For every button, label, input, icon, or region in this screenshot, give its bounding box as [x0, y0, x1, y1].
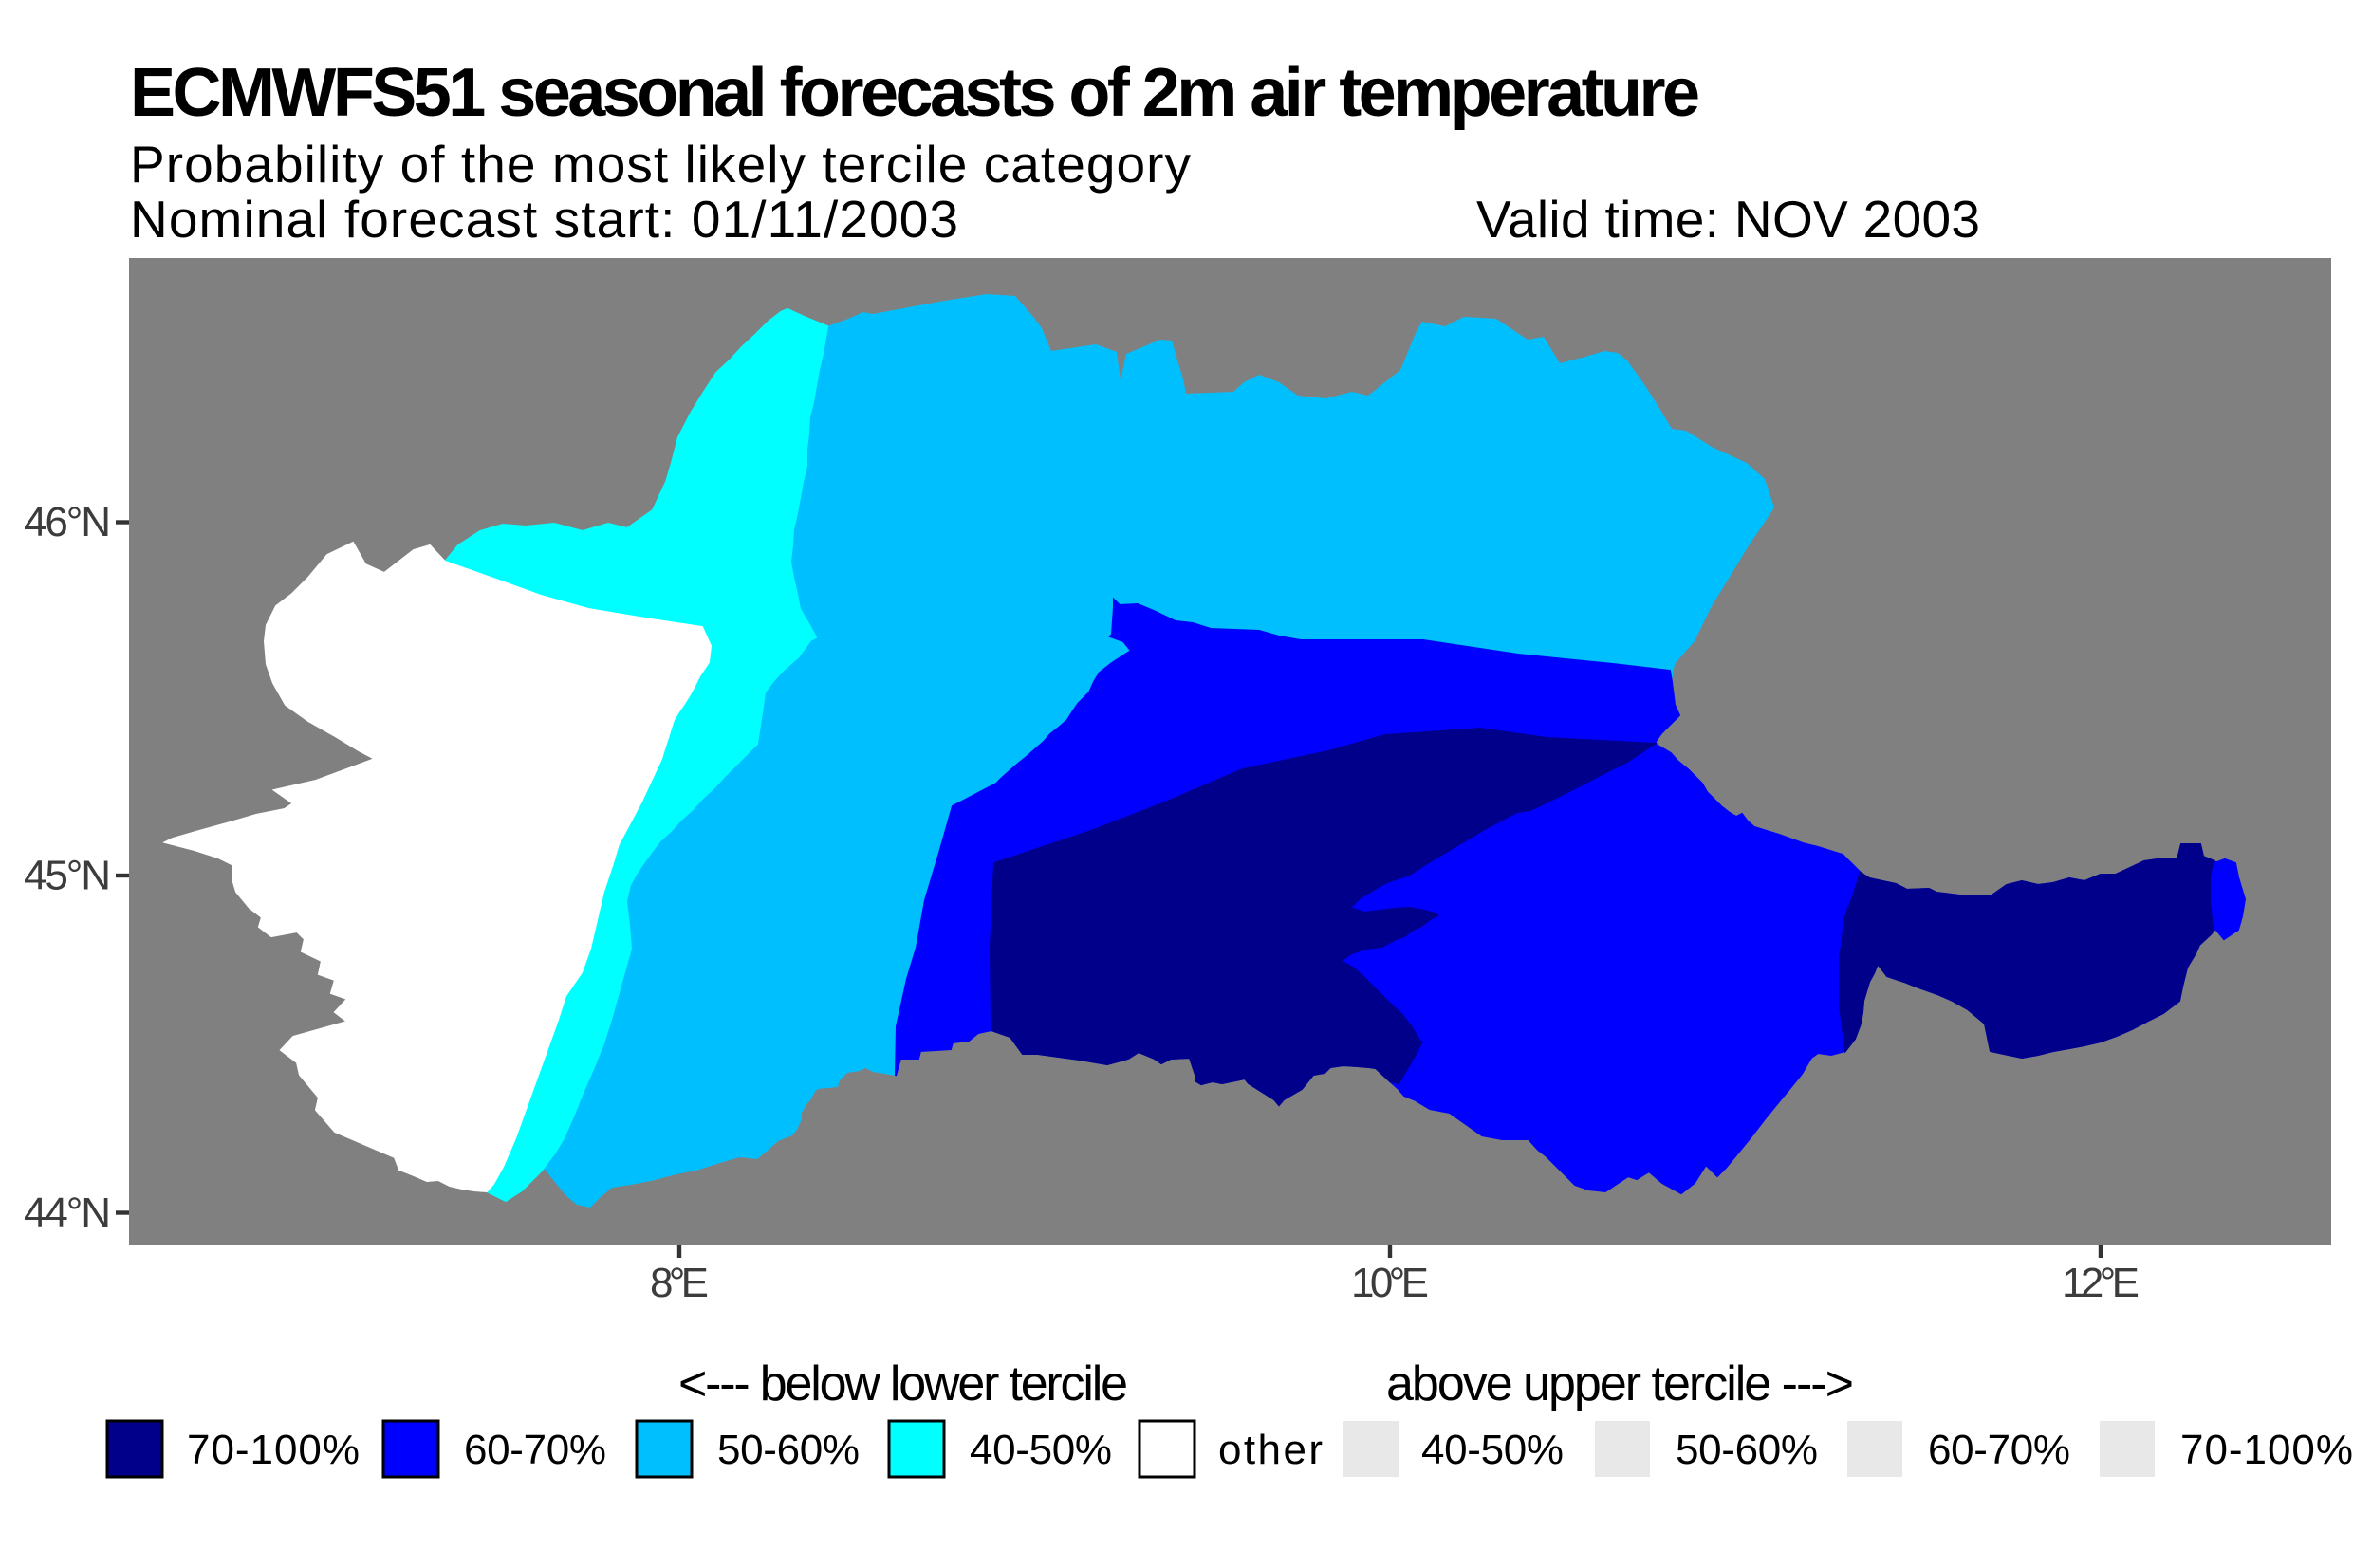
svg-text:40-50%: 40-50% — [970, 1427, 1112, 1473]
svg-text:Nominal forecast start: 01/11/: Nominal forecast start: 01/11/2003 — [130, 190, 958, 249]
svg-text:12°E: 12°E — [2062, 1260, 2140, 1306]
svg-text:ECMWFS51 seasonal forecasts of: ECMWFS51 seasonal forecasts of 2m air te… — [130, 55, 1700, 131]
svg-text:45°N: 45°N — [24, 853, 111, 899]
svg-text:70-100%: 70-100% — [187, 1427, 360, 1473]
svg-text:44°N: 44°N — [24, 1190, 111, 1236]
svg-text:60-70%: 60-70% — [1928, 1427, 2070, 1473]
svg-text:40-50%: 40-50% — [1421, 1427, 1564, 1473]
svg-text:46°N: 46°N — [24, 499, 111, 545]
svg-text:8°E: 8°E — [650, 1260, 709, 1306]
svg-text:other: other — [1218, 1427, 1323, 1473]
svg-text:50-60%: 50-60% — [717, 1427, 860, 1473]
svg-text:50-60%: 50-60% — [1676, 1427, 1818, 1473]
svg-text:10°E: 10°E — [1351, 1260, 1429, 1306]
svg-text:60-70%: 60-70% — [464, 1427, 606, 1473]
svg-text:70-100%: 70-100% — [2180, 1427, 2353, 1473]
svg-text:above upper tercile --->: above upper tercile ---> — [1386, 1356, 1854, 1411]
svg-text:Probability of the most likely: Probability of the most likely tercile c… — [130, 135, 1192, 194]
svg-text:Valid time: NOV 2003: Valid time: NOV 2003 — [1476, 190, 1980, 249]
svg-text:<--- below lower tercile: <--- below lower tercile — [678, 1356, 1128, 1411]
